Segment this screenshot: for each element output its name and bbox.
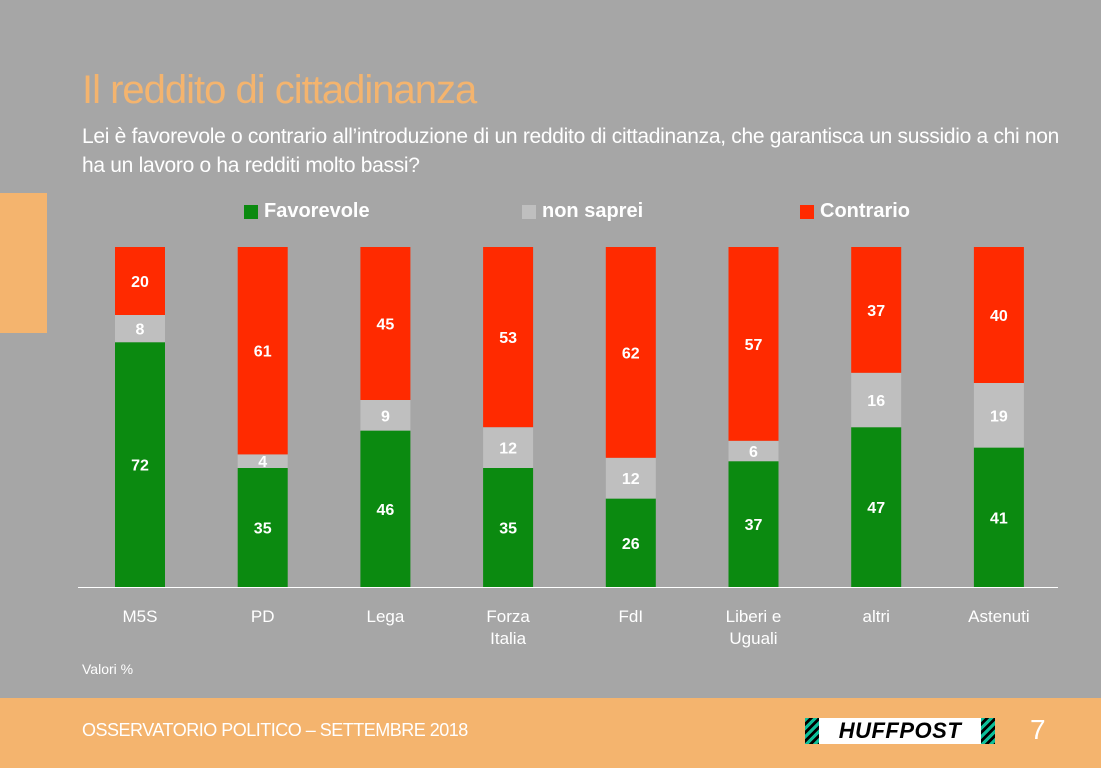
footer-text: OSSERVATORIO POLITICO – SETTEMBRE 2018 [82, 720, 468, 740]
data-label-contrario-6: 37 [867, 303, 885, 320]
bar-favorevole-7 [973, 447, 1024, 587]
huffpost-logo: HUFFPOST [805, 718, 995, 744]
data-label-non-saprei-2: 9 [381, 408, 390, 425]
chart-subtitle: Lei è favorevole o contrario all’introdu… [82, 125, 1060, 177]
footer: OSSERVATORIO POLITICO – SETTEMBRE 2018 H… [0, 698, 1101, 768]
category-label-3: Forza Italia [486, 607, 530, 648]
bars-layer: 72 8 20 35 4 61 46 9 45 35 12 53 26 12 62 37 6 57 47 16 37 41… [115, 247, 1024, 587]
category-label-7: Astenuti [968, 607, 1029, 626]
side-accent-bar [0, 193, 47, 333]
bar-contrario-2 [360, 247, 411, 400]
legend-item-non-saprei: non saprei [522, 200, 643, 223]
bar-non-saprei-4 [605, 457, 656, 499]
bar-non-saprei-7 [973, 383, 1024, 448]
bar-contrario-0 [115, 247, 165, 315]
legend-swatch-favorevole [244, 204, 258, 219]
data-label-favorevole-4: 26 [622, 536, 640, 553]
bar-favorevole-3 [483, 468, 534, 587]
bar-favorevole-6 [851, 427, 902, 587]
data-label-favorevole-1: 35 [254, 521, 272, 538]
data-label-non-saprei-1: 4 [258, 454, 267, 471]
bar-non-saprei-5 [728, 440, 779, 462]
data-label-contrario-5: 57 [745, 337, 763, 354]
data-label-non-saprei-0: 8 [136, 322, 145, 339]
data-label-contrario-0: 20 [131, 274, 149, 291]
legend-swatch-non-saprei [522, 204, 536, 219]
bar-contrario-4 [605, 247, 656, 458]
data-label-non-saprei-3: 12 [499, 441, 517, 458]
data-label-favorevole-3: 35 [499, 521, 517, 538]
legend-label-favorevole: Favorevole [264, 200, 370, 222]
bar-contrario-1 [237, 247, 288, 455]
data-label-favorevole-5: 37 [745, 517, 763, 534]
bar-non-saprei-0 [115, 315, 165, 343]
data-label-non-saprei-5: 6 [749, 444, 758, 461]
category-label-0: M5S [123, 607, 158, 626]
data-label-favorevole-0: 72 [131, 458, 149, 475]
data-label-contrario-1: 61 [254, 344, 272, 361]
logo-text: HUFFPOST [819, 718, 981, 744]
bar-favorevole-0 [115, 342, 165, 587]
category-labels-layer: M5S PD Lega Forza Italia FdI Liberi e Uguali alt… [123, 607, 1030, 648]
logo-stripe-right [981, 718, 995, 744]
data-label-contrario-7: 40 [990, 308, 1008, 325]
legend-swatch-contrario [800, 204, 814, 219]
data-label-favorevole-2: 46 [377, 502, 395, 519]
bar-non-saprei-1 [237, 454, 288, 468]
bar-contrario-5 [728, 247, 779, 441]
bar-favorevole-5 [728, 461, 779, 587]
bar-contrario-7 [973, 247, 1024, 383]
legend-item-contrario: Contrario [800, 200, 910, 223]
legend-item-favorevole: Favorevole [244, 200, 370, 223]
category-label-1: PD [251, 607, 275, 626]
data-label-non-saprei-4: 12 [622, 471, 640, 488]
bar-non-saprei-3 [483, 427, 534, 468]
category-label-4: FdI [619, 607, 644, 626]
legend-label-non-saprei: non saprei [542, 200, 644, 222]
bar-non-saprei-2 [360, 400, 411, 431]
data-label-contrario-2: 45 [377, 317, 395, 334]
category-label-2: Lega [366, 607, 404, 626]
category-label-6: altri [862, 607, 889, 626]
data-label-non-saprei-7: 19 [990, 408, 1008, 425]
data-label-favorevole-7: 41 [990, 510, 1008, 527]
bar-favorevole-1 [237, 468, 288, 587]
category-label-5: Liberi e Uguali [726, 607, 782, 648]
unit-note: Valori % [82, 661, 134, 677]
stacked-bar-chart: 72 8 20 35 4 61 46 9 45 35 12 53 26 12 62 37 6 57 47 16 37 41… [78, 247, 1058, 648]
bar-contrario-3 [483, 247, 534, 428]
logo-stripe-left [805, 718, 819, 744]
bar-favorevole-4 [605, 498, 656, 587]
bar-favorevole-2 [360, 430, 411, 587]
data-label-contrario-3: 53 [499, 330, 517, 347]
data-label-favorevole-6: 47 [867, 500, 885, 517]
bar-non-saprei-6 [851, 372, 902, 428]
bar-contrario-6 [851, 247, 902, 373]
legend-label-contrario: Contrario [820, 200, 910, 222]
page-number: 7 [1030, 714, 1046, 745]
data-label-contrario-4: 62 [622, 345, 640, 362]
chart-title: Il reddito di cittadinanza [82, 68, 477, 112]
data-label-non-saprei-6: 16 [867, 393, 885, 410]
